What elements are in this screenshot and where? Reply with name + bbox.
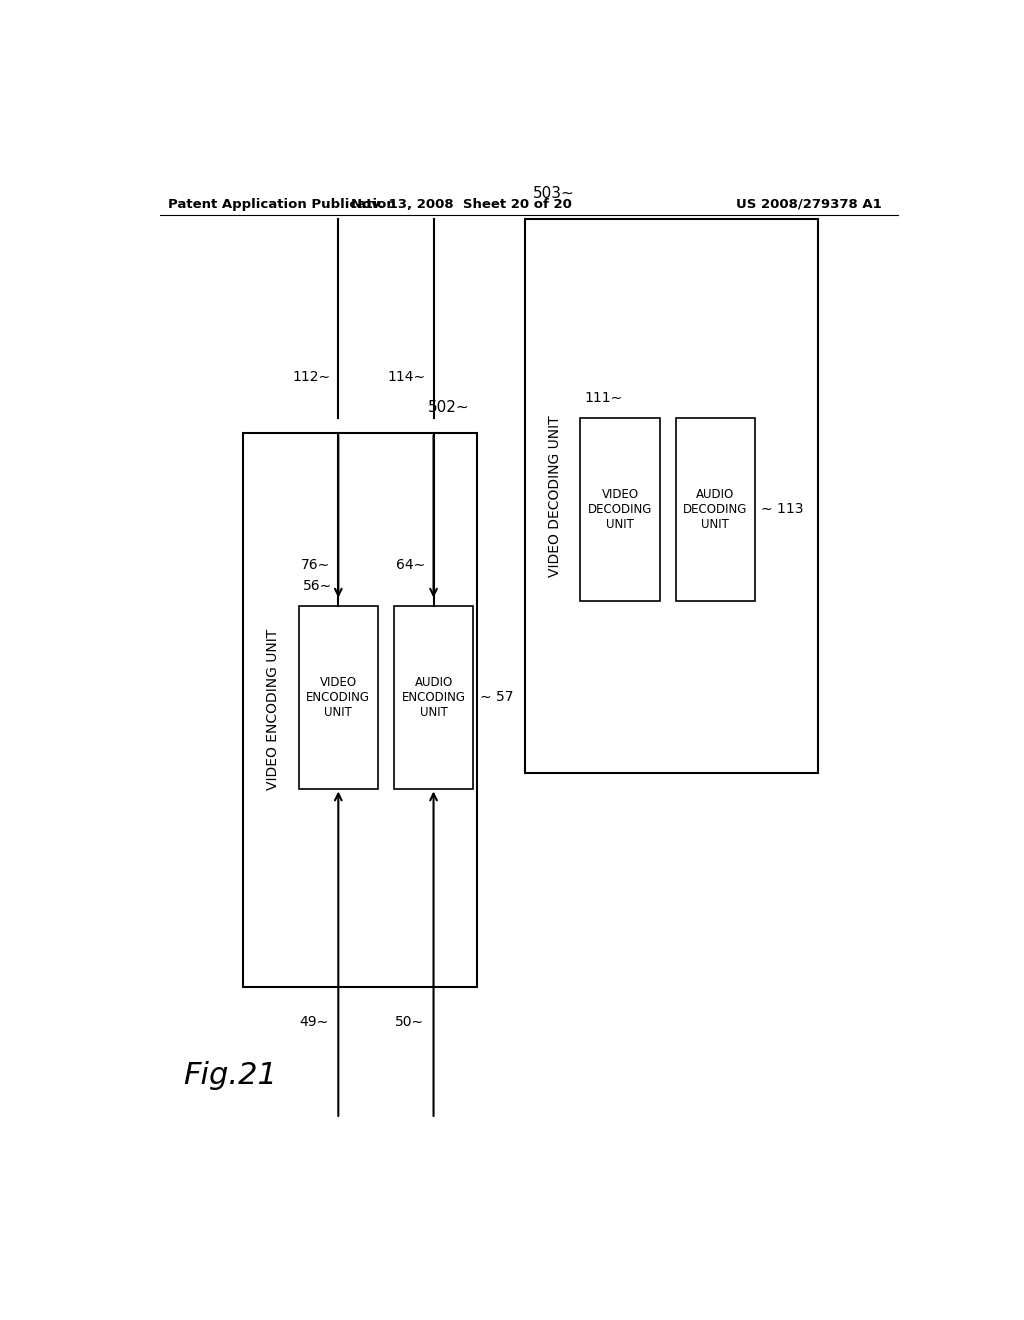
Text: Patent Application Publication: Patent Application Publication	[168, 198, 395, 211]
Bar	[676, 417, 755, 601]
Bar	[581, 417, 659, 601]
Text: 56∼: 56∼	[303, 579, 332, 594]
Bar	[394, 606, 473, 788]
Text: 503∼: 503∼	[532, 186, 574, 201]
Text: VIDEO
ENCODING
UNIT: VIDEO ENCODING UNIT	[306, 676, 371, 718]
Text: 64∼: 64∼	[396, 558, 426, 572]
Text: Fig.21: Fig.21	[183, 1061, 278, 1090]
Text: VIDEO
DECODING
UNIT: VIDEO DECODING UNIT	[588, 487, 652, 531]
Text: 502∼: 502∼	[428, 400, 469, 414]
Text: 111∼: 111∼	[585, 392, 623, 405]
Text: AUDIO
DECODING
UNIT: AUDIO DECODING UNIT	[683, 487, 748, 531]
Text: ∼ 57: ∼ 57	[479, 690, 513, 704]
Bar	[243, 433, 477, 987]
Bar	[299, 606, 378, 788]
Text: 76∼: 76∼	[301, 558, 331, 572]
Text: 50∼: 50∼	[395, 1015, 424, 1030]
Text: 112∼: 112∼	[292, 370, 331, 384]
Text: 114∼: 114∼	[387, 370, 426, 384]
Text: Nov. 13, 2008  Sheet 20 of 20: Nov. 13, 2008 Sheet 20 of 20	[351, 198, 571, 211]
Text: 49∼: 49∼	[300, 1015, 329, 1030]
Bar	[524, 219, 818, 774]
Text: US 2008/279378 A1: US 2008/279378 A1	[736, 198, 882, 211]
Text: ∼ 113: ∼ 113	[761, 502, 804, 516]
Text: VIDEO DECODING UNIT: VIDEO DECODING UNIT	[548, 416, 562, 577]
Text: VIDEO ENCODING UNIT: VIDEO ENCODING UNIT	[266, 630, 281, 791]
Text: AUDIO
ENCODING
UNIT: AUDIO ENCODING UNIT	[401, 676, 466, 718]
